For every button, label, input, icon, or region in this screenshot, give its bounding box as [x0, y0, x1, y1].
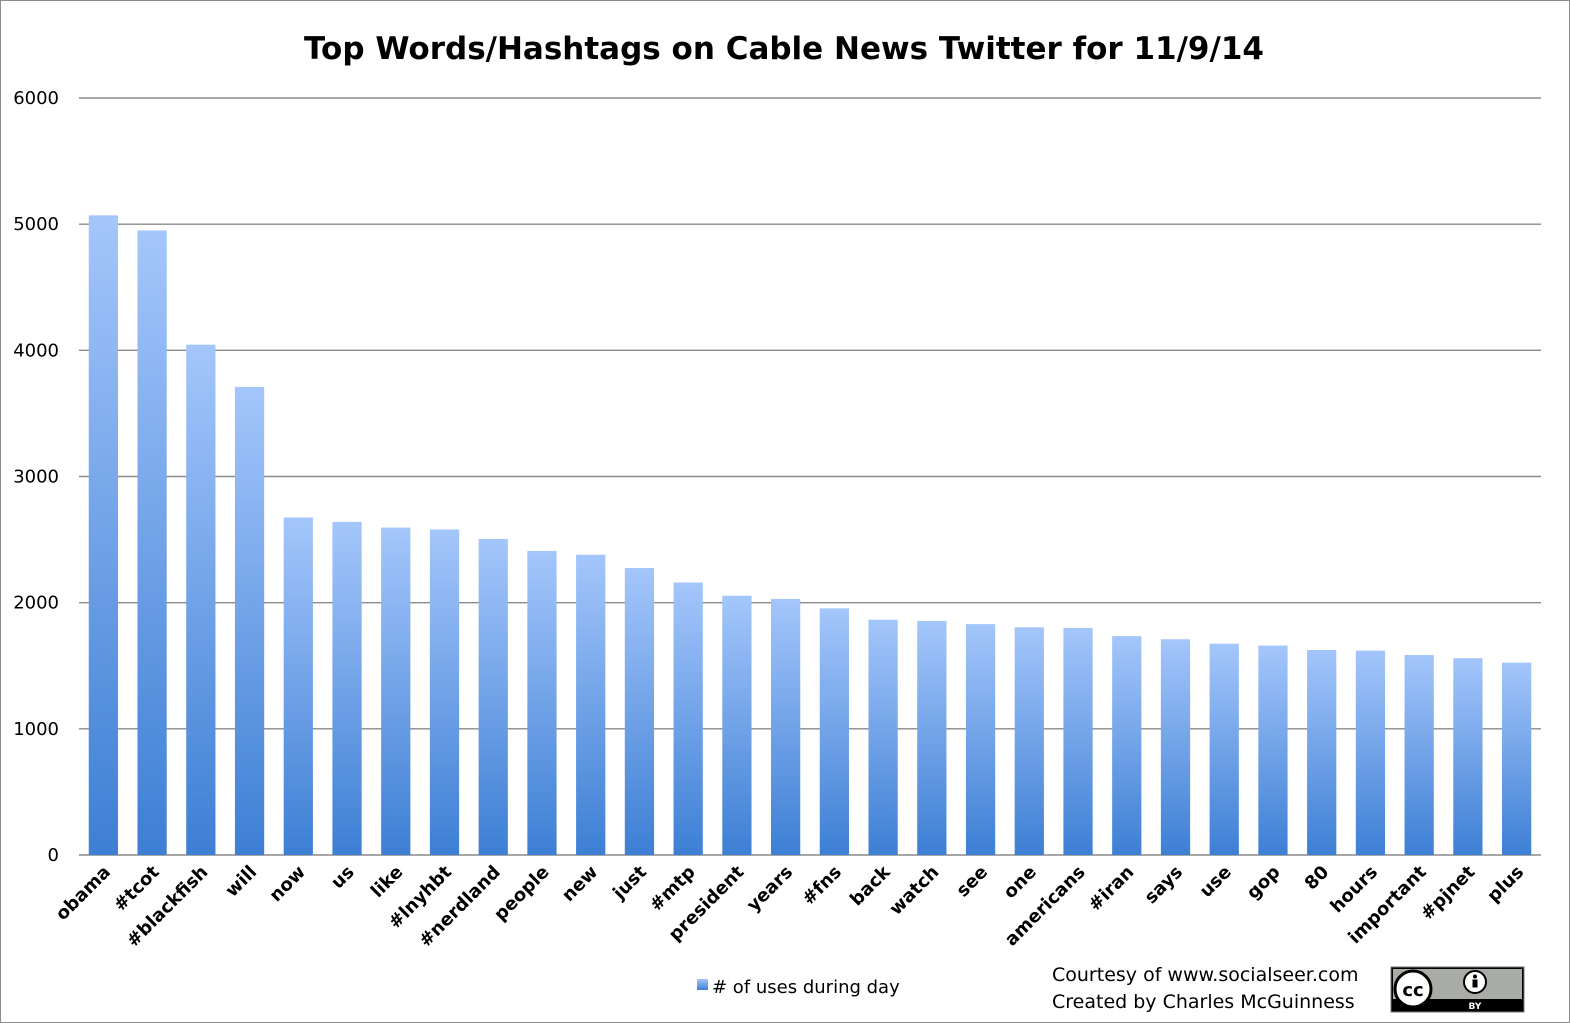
- y-tick-label: 2000: [13, 593, 59, 614]
- bar-hours: [1355, 650, 1386, 855]
- bar-important: [1404, 655, 1434, 855]
- x-tick-label: gop: [1243, 862, 1285, 904]
- legend-swatch: [697, 979, 708, 990]
- bar-one: [1014, 627, 1044, 855]
- bar-gop: [1258, 645, 1288, 855]
- chart-title: Top Words/Hashtags on Cable News Twitter…: [304, 31, 1264, 67]
- credit-line-1: Courtesy of www.socialseer.com: [1052, 964, 1358, 986]
- bar-hashtag-blackfish: [186, 344, 216, 855]
- bar-hashtag-nerdland: [478, 538, 508, 855]
- bar-back: [868, 619, 898, 855]
- gridlines: [79, 97, 1541, 856]
- bar-hashtag-iran: [1112, 636, 1142, 855]
- x-tick-label: people: [490, 862, 553, 925]
- bar-watch: [917, 620, 947, 855]
- credits: Courtesy of www.socialseer.com Created b…: [1052, 964, 1358, 1013]
- y-axis-ticks: 0 1000 2000 3000 4000 5000 6000: [13, 88, 59, 866]
- x-tick-label: says: [1141, 862, 1188, 909]
- bar-people: [527, 550, 557, 855]
- x-tick-label: 80: [1301, 862, 1334, 895]
- bar-years: [771, 598, 801, 855]
- x-tick-label: us: [327, 862, 358, 893]
- y-tick-label: 1000: [13, 719, 59, 740]
- x-tick-label: #pjnet: [1417, 861, 1480, 924]
- bar-will: [234, 386, 265, 855]
- bar-hashtag-mtp: [673, 582, 703, 855]
- x-tick-label: obama: [52, 862, 115, 925]
- x-tick-label: watch: [885, 862, 943, 920]
- x-tick-label: just: [608, 861, 651, 904]
- bar-president: [722, 595, 752, 855]
- x-tick-label: new: [558, 862, 602, 906]
- x-tick-label: now: [265, 862, 309, 906]
- y-tick-label: 0: [48, 845, 59, 866]
- cc-text: cc: [1402, 980, 1423, 1001]
- by-text: BY: [1469, 1002, 1482, 1012]
- bar-hashtag-fns: [819, 608, 849, 855]
- cc-by-icon: cc BY: [1390, 966, 1525, 1013]
- bar-americans: [1063, 627, 1093, 855]
- y-tick-label: 4000: [13, 340, 59, 361]
- x-tick-label: use: [1196, 862, 1236, 902]
- bar-now: [283, 517, 313, 855]
- x-tick-label: see: [952, 862, 992, 902]
- bar-obama: [88, 215, 118, 855]
- bar-hashtag-lnyhbt: [429, 529, 460, 855]
- x-tick-label: one: [1000, 862, 1041, 903]
- y-tick-label: 3000: [13, 467, 59, 488]
- bars: [88, 215, 1532, 856]
- bar-use: [1209, 643, 1239, 855]
- bar-us: [332, 521, 362, 855]
- legend: # of uses during day: [697, 977, 900, 998]
- bar-hashtag-tcot: [137, 230, 167, 856]
- bar-new: [576, 554, 606, 855]
- legend-label: # of uses during day: [712, 977, 900, 998]
- x-tick-label: will: [221, 862, 261, 902]
- x-axis-ticks: obama#tcot#blackfish will now us like#lnyhbt…: [52, 861, 1528, 951]
- bar-80: [1307, 649, 1337, 855]
- bar-hashtag-pjnet: [1453, 658, 1483, 855]
- y-tick-label: 6000: [13, 88, 59, 109]
- x-tick-label: #iran: [1084, 862, 1138, 916]
- bar-see: [965, 624, 996, 855]
- bar-says: [1160, 639, 1191, 855]
- x-tick-label: years: [743, 862, 797, 916]
- bar-like: [381, 527, 411, 855]
- y-tick-label: 5000: [13, 214, 59, 235]
- bar-plus: [1502, 662, 1532, 855]
- credit-line-2: Created by Charles McGuinness: [1052, 991, 1355, 1013]
- bar-just: [624, 567, 655, 855]
- x-tick-label: like: [367, 862, 407, 902]
- x-tick-label: plus: [1483, 862, 1528, 907]
- x-tick-label: #fns: [798, 862, 846, 910]
